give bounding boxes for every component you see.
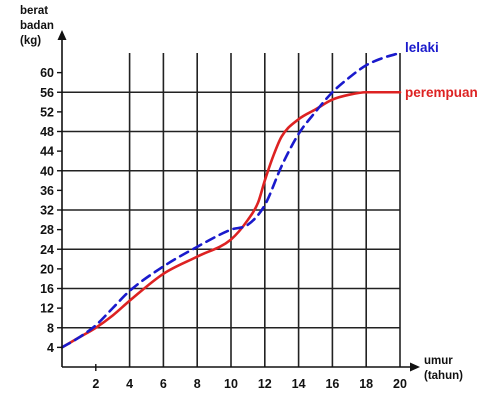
x-tick-label: 18 xyxy=(359,377,373,391)
x-axis-title-line: umur xyxy=(424,355,453,367)
series-lines xyxy=(60,51,402,349)
x-axis-arrow xyxy=(410,362,420,372)
grid-lines xyxy=(62,53,401,367)
series-line-perempuan xyxy=(60,90,402,349)
x-tick-label: 8 xyxy=(194,377,201,391)
y-tick-label: 24 xyxy=(40,243,54,257)
x-tick-label: 16 xyxy=(325,377,339,391)
y-tick-label: 12 xyxy=(40,302,54,316)
y-tick-label: 20 xyxy=(40,262,54,276)
y-axis-title-line: badan xyxy=(20,20,54,32)
y-axis-arrow xyxy=(57,30,67,40)
y-tick-label: 56 xyxy=(40,86,54,100)
x-tick-label: 10 xyxy=(224,377,238,391)
y-axis-title: berat badan (kg) xyxy=(20,5,57,47)
y-tick-label: 4 xyxy=(47,341,54,355)
x-tick-label: 4 xyxy=(126,377,133,391)
y-axis-title-line: berat xyxy=(20,5,48,17)
y-tick-label: 28 xyxy=(40,223,54,237)
y-tick-label: 16 xyxy=(40,282,54,296)
x-axis-title-line: (tahun) xyxy=(424,370,463,382)
x-tick-label: 6 xyxy=(160,377,167,391)
y-tick-label: 32 xyxy=(40,204,54,218)
x-axis-title: umur (tahun) xyxy=(424,355,463,382)
y-tick-label: 48 xyxy=(40,125,54,139)
y-tick-label: 60 xyxy=(40,66,54,80)
series-line-lelaki xyxy=(60,51,402,349)
series-label-perempuan: perempuan xyxy=(405,85,478,100)
x-tick-label: 12 xyxy=(258,377,272,391)
x-tick-label: 20 xyxy=(393,377,407,391)
series-label-lelaki: lelaki xyxy=(405,40,439,55)
y-tick-label: 40 xyxy=(40,164,54,178)
y-tick-label: 44 xyxy=(40,145,54,159)
x-tick-label: 14 xyxy=(292,377,306,391)
y-axis-title-line: (kg) xyxy=(20,35,41,47)
y-tick-label: 52 xyxy=(40,105,54,119)
y-tick-label: 8 xyxy=(47,321,54,335)
x-tick-label: 2 xyxy=(92,377,99,391)
y-tick-label: 36 xyxy=(40,184,54,198)
